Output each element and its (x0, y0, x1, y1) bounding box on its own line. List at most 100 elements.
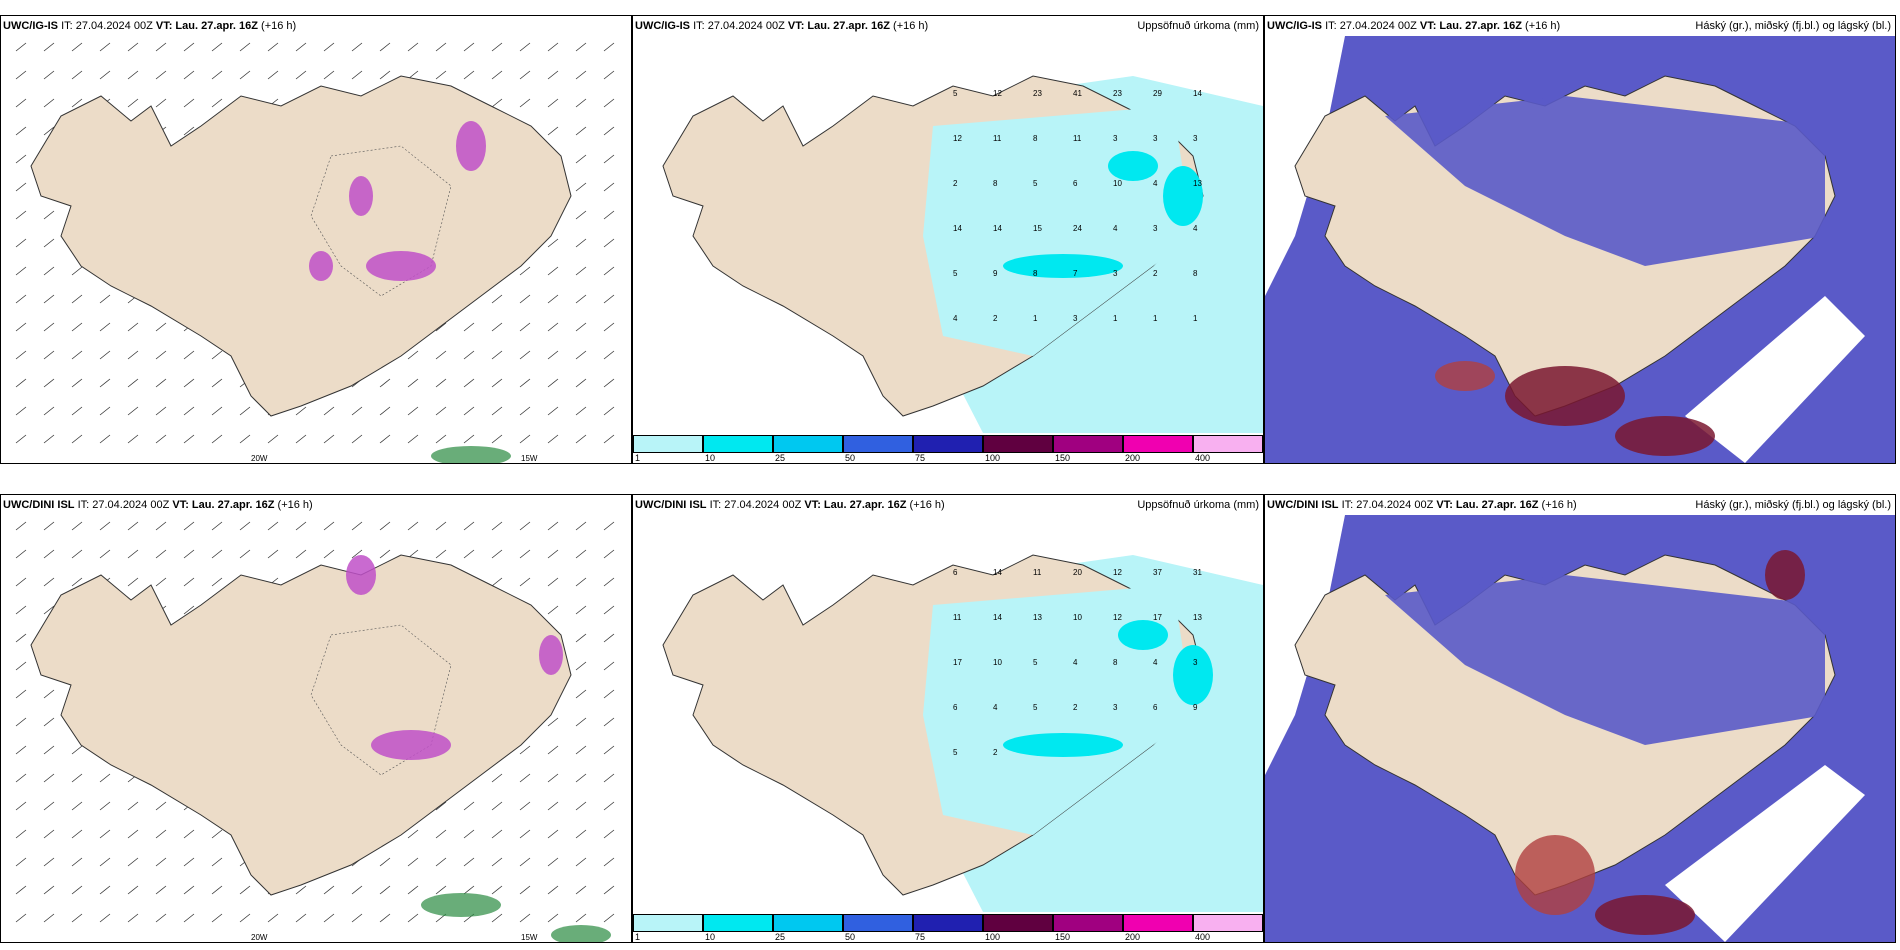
wind-barb (435, 378, 447, 388)
precip-value: 1 (1033, 314, 1038, 323)
wind-barb (183, 378, 195, 388)
precip-value: 5 (953, 748, 958, 757)
high-cloud-area (1765, 550, 1805, 600)
precip-value: 12 (953, 134, 962, 143)
wind-barb (491, 378, 503, 388)
legend-swatch (913, 435, 983, 453)
wind-barb (71, 521, 83, 531)
wind-barb (435, 350, 447, 360)
wind-barb (323, 913, 335, 923)
wind-barb (15, 126, 27, 136)
wind-barb (575, 717, 587, 727)
wind-barb (183, 98, 195, 108)
legend-swatch (1123, 914, 1193, 932)
wind-barb (323, 434, 335, 444)
wind-barb (211, 885, 223, 895)
wind-barb (603, 577, 615, 587)
legend-tick: 150 (1055, 932, 1071, 942)
low-cloud-area (1385, 575, 1825, 745)
panel-header: UWC/IG-IS IT: 27.04.2024 00Z VT: Lau. 27… (1, 16, 631, 36)
wind-barb (71, 773, 83, 783)
wind-barb (575, 773, 587, 783)
wind-barb (603, 182, 615, 192)
precip-mid-area (1108, 151, 1158, 181)
precip-value: 11 (1073, 134, 1082, 143)
wind-barb (547, 126, 559, 136)
wind-barb (575, 294, 587, 304)
wind-snow-map: 20W 15W (15, 42, 615, 463)
panel-clouds-dini: UWC/DINI ISL IT: 27.04.2024 00Z VT: Lau.… (1264, 494, 1896, 943)
snow-area (346, 555, 376, 595)
wind-barb (127, 322, 139, 332)
wind-barb (295, 406, 307, 416)
wind-barb (183, 434, 195, 444)
wind-barb (211, 549, 223, 559)
wind-barb (267, 913, 279, 923)
wind-barb (43, 406, 55, 416)
wind-barb (435, 885, 447, 895)
wind-barb (575, 521, 587, 531)
wind-barb (491, 857, 503, 867)
wind-barb (99, 549, 111, 559)
wind-barb (603, 154, 615, 164)
wind-barb (603, 266, 615, 276)
precip-value: 3 (1113, 134, 1118, 143)
precip-value: 29 (1153, 89, 1162, 98)
wind-barb (155, 378, 167, 388)
precip-green (431, 446, 511, 463)
wind-barb (547, 350, 559, 360)
wind-barb (239, 42, 251, 52)
wind-barb (43, 549, 55, 559)
wind-barb (99, 350, 111, 360)
wind-barb (603, 350, 615, 360)
wind-barb (43, 266, 55, 276)
legend-swatch (773, 914, 843, 932)
wind-barb (43, 717, 55, 727)
wind-barb (575, 913, 587, 923)
wind-barb (15, 210, 27, 220)
wind-barb (71, 745, 83, 755)
wind-barb (491, 42, 503, 52)
precip-value: 3 (1153, 134, 1158, 143)
wind-barb (575, 70, 587, 80)
lon-label-15w: 15W (521, 454, 538, 463)
legend-tick: 200 (1125, 932, 1141, 942)
snow-area (456, 121, 486, 171)
wind-barb (519, 98, 531, 108)
wind-barb (575, 126, 587, 136)
precip-value: 3 (1153, 224, 1158, 233)
wind-barb (547, 42, 559, 52)
wind-barb (127, 577, 139, 587)
wind-barb (211, 98, 223, 108)
wind-barb (43, 521, 55, 531)
wind-barb (575, 42, 587, 52)
wind-barb (379, 434, 391, 444)
wind-barb (211, 913, 223, 923)
wind-barb (15, 801, 27, 811)
wind-barb (603, 406, 615, 416)
panel-header: UWC/DINI ISL IT: 27.04.2024 00Z VT: Lau.… (1, 495, 631, 515)
wind-barb (603, 633, 615, 643)
snow-area (371, 730, 451, 760)
wind-barb (379, 42, 391, 52)
wind-barb (575, 549, 587, 559)
precip-value-labels: 6 14 11 20 12 37 31 11 14 13 10 12 17 13 17 10 5 4 8 4 3 6 4 5 2… (953, 568, 1202, 757)
wind-barb (547, 70, 559, 80)
iceland-landmass (30, 75, 572, 417)
wind-barb (71, 549, 83, 559)
legend-tick: 75 (915, 453, 926, 463)
wind-barb (99, 378, 111, 388)
precip-value: 3 (1073, 314, 1078, 323)
wind-barb (519, 829, 531, 839)
wind-barb (71, 322, 83, 332)
wind-barb (379, 378, 391, 388)
wind-barb (463, 406, 475, 416)
wind-barb (407, 885, 419, 895)
precip-mid-area (1003, 254, 1123, 278)
wind-barb (43, 885, 55, 895)
precip-value: 2 (1073, 703, 1078, 712)
wind-barb (519, 70, 531, 80)
wind-barb (155, 857, 167, 867)
precip-value: 14 (1193, 89, 1202, 98)
